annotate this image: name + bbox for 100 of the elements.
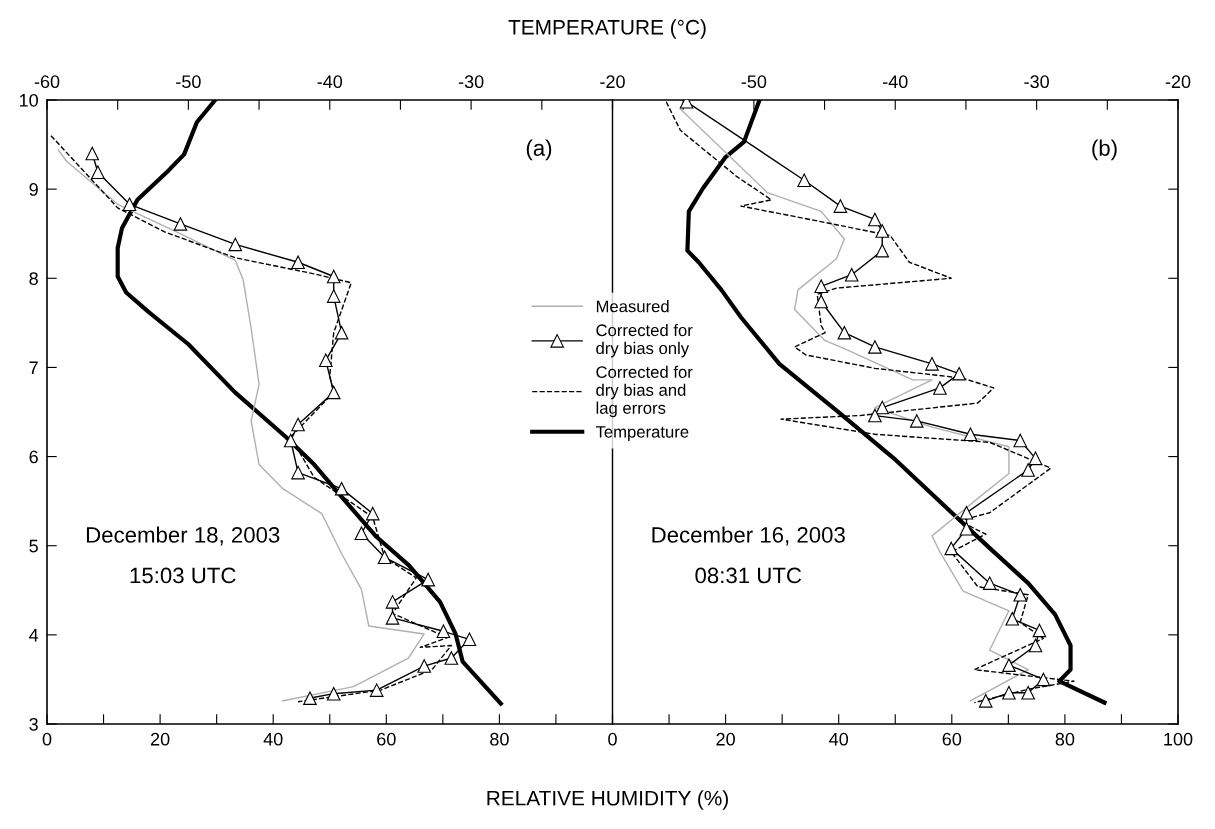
y-tick-label: 6 — [29, 450, 38, 464]
point — [462, 632, 477, 647]
x2-tick-label: -30 — [458, 75, 484, 89]
point — [875, 224, 890, 238]
point — [326, 385, 341, 400]
point — [909, 414, 924, 428]
point — [833, 199, 848, 213]
point — [326, 269, 341, 284]
point — [959, 521, 974, 536]
point — [1021, 463, 1035, 477]
x2-tick-label: -50 — [741, 75, 767, 89]
point — [326, 686, 341, 701]
point — [365, 506, 380, 521]
y-tick-label: 9 — [29, 183, 38, 196]
point — [91, 165, 105, 180]
point — [982, 576, 997, 590]
point — [122, 197, 137, 212]
legend-label: Corrected for dry bias and lag errors — [596, 365, 693, 418]
point — [85, 146, 100, 161]
point — [1028, 638, 1043, 653]
annotation: 08:31 UTC — [695, 567, 802, 584]
point — [952, 366, 966, 381]
point — [868, 212, 882, 227]
annotation: December 16, 2003 — [652, 526, 845, 546]
annotation: (a) — [526, 139, 552, 161]
point — [291, 417, 305, 432]
y-tick-label: 5 — [29, 539, 38, 553]
point — [963, 427, 978, 442]
point — [1013, 433, 1028, 448]
legend-label: Corrected for dry bias only — [596, 323, 693, 358]
x2-tick-label: -40 — [317, 75, 343, 89]
annotation: 15:03 UTC — [130, 567, 236, 584]
point — [1002, 658, 1016, 672]
point — [944, 541, 959, 556]
point — [283, 433, 298, 448]
x2-tick-label: -60 — [34, 75, 60, 89]
y-tick-label: 4 — [29, 628, 39, 642]
point — [334, 481, 349, 496]
x-tick-label: 40 — [263, 732, 283, 746]
point — [291, 255, 305, 270]
annotation: (b) — [1092, 139, 1117, 161]
x2-axis-title: TEMPERATURE (°C) — [508, 19, 706, 39]
x-tick-label: 40 — [829, 732, 849, 746]
point — [1002, 685, 1016, 700]
legend-label: Measured — [596, 300, 669, 313]
point — [837, 325, 852, 340]
point — [868, 408, 882, 423]
point — [1028, 451, 1043, 466]
x-tick-label: 100 — [1164, 732, 1193, 746]
x2-tick-label: -20 — [1165, 75, 1191, 89]
point — [369, 683, 384, 697]
point — [933, 381, 947, 395]
x-tick-label: 0 — [608, 732, 617, 746]
point — [421, 572, 435, 587]
point — [291, 465, 305, 480]
x2-tick-label: -40 — [883, 75, 908, 89]
point — [925, 357, 939, 371]
x2-tick-label: -20 — [600, 75, 625, 89]
x-tick-label: 20 — [150, 732, 170, 746]
x-tick-label: 60 — [942, 732, 962, 746]
y-tick-label: 10 — [19, 93, 38, 107]
point — [814, 294, 828, 309]
y-tick-label: 8 — [29, 272, 38, 286]
point — [875, 243, 890, 258]
x-tick-label: 60 — [377, 732, 396, 746]
x-tick-label: 20 — [716, 732, 735, 746]
point — [1032, 623, 1047, 638]
point — [385, 595, 400, 609]
point — [228, 237, 243, 252]
point — [385, 611, 400, 625]
legend-label: Temperature — [595, 426, 689, 442]
point — [318, 353, 333, 368]
x-tick-label: 0 — [42, 732, 52, 746]
x2-tick-label: -50 — [176, 75, 201, 89]
point — [1036, 672, 1051, 687]
point — [334, 325, 349, 340]
point — [959, 505, 974, 520]
x-axis-title: RELATIVE HUMIDITY (%) — [487, 790, 728, 810]
point — [417, 659, 431, 673]
point — [326, 289, 341, 303]
point — [354, 526, 369, 541]
point — [1021, 685, 1035, 700]
point — [1005, 612, 1020, 626]
point — [377, 550, 392, 565]
annotation: December 18, 2003 — [86, 526, 280, 546]
point — [844, 267, 859, 282]
point — [797, 173, 812, 188]
y-tick-label: 3 — [29, 717, 38, 731]
point — [444, 651, 459, 665]
y-tick-label: 7 — [29, 361, 38, 374]
point — [1013, 587, 1028, 602]
point — [303, 691, 317, 705]
x-tick-label: 80 — [1055, 732, 1075, 746]
x2-tick-label: -30 — [1024, 75, 1049, 89]
point — [978, 694, 993, 708]
point — [814, 279, 828, 294]
x-tick-label: 80 — [490, 732, 509, 746]
point — [436, 624, 451, 639]
point — [868, 340, 882, 354]
point — [173, 217, 188, 231]
